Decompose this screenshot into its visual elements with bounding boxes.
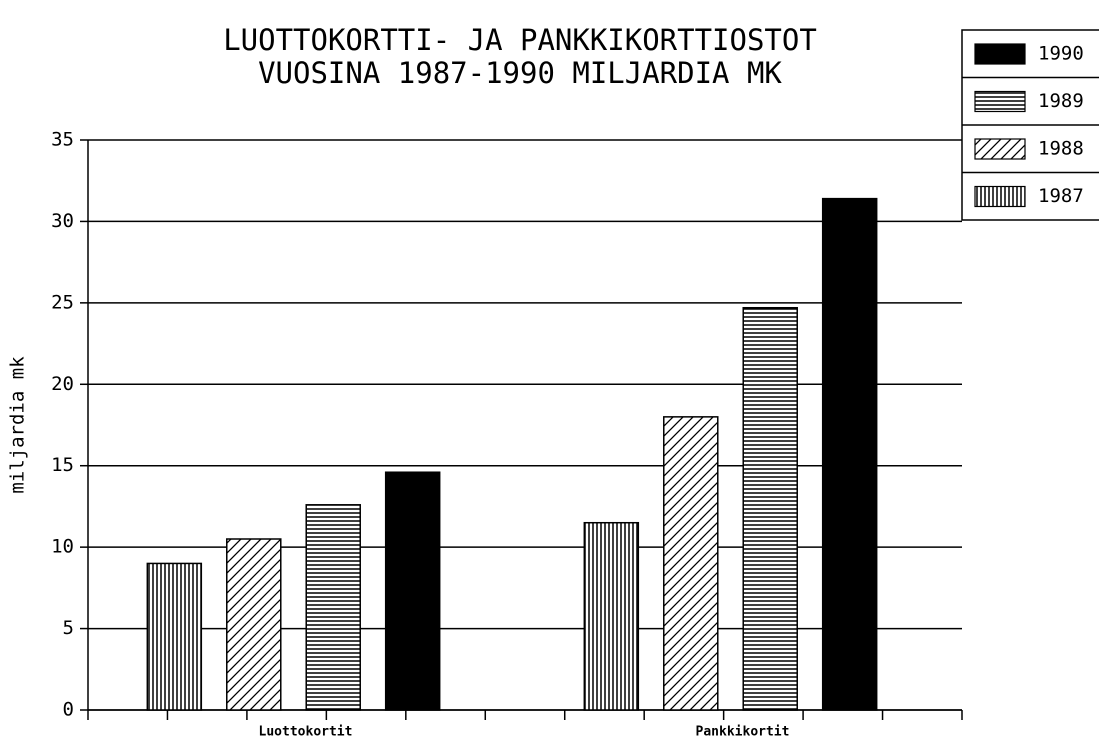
y-tick-label: 15 [51, 454, 74, 476]
x-tick-label: Luottokortit [259, 725, 353, 740]
bar [663, 416, 719, 711]
legend-label: 1987 [1038, 185, 1084, 207]
y-tick-label: 25 [51, 291, 74, 313]
y-tick-label: 10 [51, 536, 74, 558]
chart-title: LUOTTOKORTTI- JA PANKKIKORTTIOSTOT [223, 23, 817, 57]
bar [742, 306, 798, 711]
y-tick-label: 35 [51, 129, 74, 151]
y-axis-label: miljardia mk [7, 356, 29, 494]
y-tick-label: 20 [51, 373, 74, 395]
bar [583, 521, 640, 711]
x-tick-label: Pankkikortit [696, 725, 790, 740]
bar [146, 562, 203, 711]
bar [305, 504, 361, 711]
legend-label: 1989 [1038, 90, 1084, 112]
legend-label: 1988 [1038, 137, 1084, 159]
legend-swatch [974, 185, 1026, 208]
bar [384, 471, 441, 711]
chart-title: VUOSINA 1987-1990 MILJARDIA MK [258, 56, 782, 90]
y-tick-label: 5 [63, 617, 74, 639]
y-tick-label: 0 [63, 699, 74, 721]
legend-swatch [974, 138, 1026, 160]
legend-swatch [974, 43, 1026, 65]
bar [226, 538, 282, 711]
y-tick-label: 30 [51, 210, 74, 232]
legend-label: 1990 [1038, 42, 1084, 64]
legend-swatch [974, 90, 1026, 113]
bar [821, 197, 878, 711]
